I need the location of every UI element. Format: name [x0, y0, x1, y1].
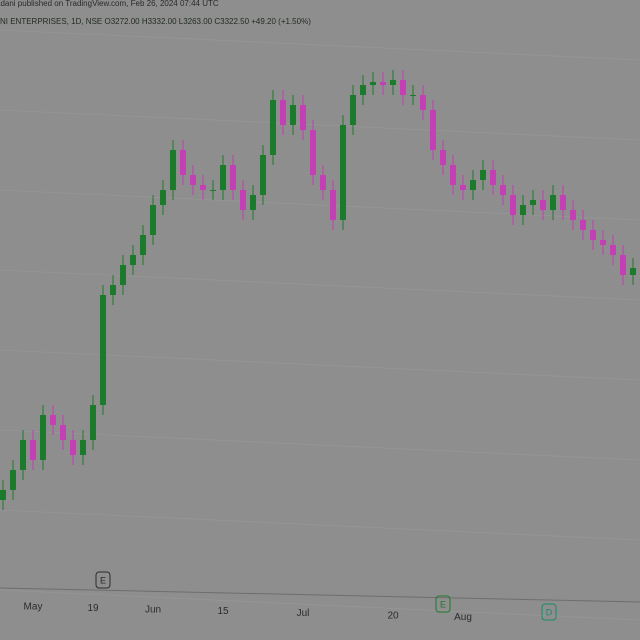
grid-line [0, 29, 640, 61]
chart-subtitle: NI ENTERPRISES, 1D, NSE O3272.00 H3332.0… [0, 17, 311, 26]
candle-body [330, 190, 336, 220]
candle-body [270, 100, 276, 155]
grid-line [0, 589, 640, 621]
candle-body [230, 165, 236, 190]
x-tick-label: Jun [145, 604, 161, 615]
grid-line [0, 509, 640, 541]
candle-body [630, 268, 636, 275]
x-tick-label: 15 [217, 606, 229, 617]
candle-body [250, 195, 256, 210]
candle-body [570, 210, 576, 220]
candle-body [160, 190, 166, 205]
candle-body [380, 82, 386, 85]
candle-body [520, 205, 526, 215]
candle-body [120, 265, 126, 285]
candle-body [350, 95, 356, 125]
candle-body [260, 155, 266, 195]
candle-body [110, 285, 116, 295]
grid-line [0, 429, 640, 461]
candle-body [150, 205, 156, 235]
event-label: D [546, 607, 553, 617]
candle-body [530, 200, 536, 205]
event-marker [435, 595, 451, 613]
candle-body [20, 440, 26, 470]
candle-body [170, 150, 176, 190]
candle-body [90, 405, 96, 440]
candle-body [290, 105, 296, 125]
candle-body [400, 80, 406, 95]
candle-body [360, 85, 366, 95]
candle-body [40, 415, 46, 460]
candle-body [0, 490, 6, 500]
candle-body [300, 105, 306, 130]
candle-body [200, 185, 206, 190]
x-tick-label: 20 [387, 610, 399, 621]
candle-body [620, 255, 626, 275]
candle-body [130, 255, 136, 265]
candle-body [410, 95, 416, 96]
candle-body [600, 240, 606, 245]
event-marker [541, 603, 557, 621]
candle-body [210, 190, 216, 191]
candles [0, 70, 636, 510]
candle-body [80, 440, 86, 455]
candle-body [10, 470, 16, 490]
candle-body [430, 110, 436, 150]
event-label: E [440, 599, 446, 609]
candle-body [240, 190, 246, 210]
candle-body [60, 425, 66, 440]
event-marker [95, 571, 111, 589]
x-tick-label: Aug [454, 612, 472, 623]
candle-body [190, 175, 196, 185]
grid-line [0, 349, 640, 381]
candle-body [590, 230, 596, 240]
candle-body [50, 415, 56, 425]
candle-body [440, 150, 446, 165]
candle-body [490, 170, 496, 185]
candle-body [370, 82, 376, 85]
candle-body [70, 440, 76, 455]
candle-body [560, 195, 566, 210]
candle-body [140, 235, 146, 255]
candle-body [420, 95, 426, 110]
candle-body [550, 195, 556, 210]
x-tick-label: May [24, 601, 43, 612]
candle-body [580, 220, 586, 230]
candle-body [390, 80, 396, 85]
candle-body [460, 185, 466, 190]
candle-body [100, 295, 106, 405]
candle-body [320, 175, 326, 190]
candle-body [180, 150, 186, 175]
candle-body [220, 165, 226, 190]
x-axis-line [0, 587, 640, 603]
candle-body [480, 170, 486, 180]
grid-line [0, 109, 640, 141]
candle-body [500, 185, 506, 195]
candle-body [470, 180, 476, 190]
chart-title: adani published on TradingView.com, Feb … [0, 0, 219, 8]
candle-body [450, 165, 456, 185]
candle-body [340, 125, 346, 220]
x-tick-label: Jul [297, 608, 310, 619]
grid [0, 29, 640, 621]
x-axis: May 19 Jun 15 Jul 20 Aug E E D [24, 571, 557, 623]
candle-body [310, 130, 316, 175]
candle-body [280, 100, 286, 125]
x-tick-label: 19 [87, 603, 99, 614]
candle-body [610, 245, 616, 255]
grid-line [0, 269, 640, 301]
candle-body [540, 200, 546, 210]
candle-body [510, 195, 516, 215]
event-label: E [100, 575, 106, 585]
candle-body [30, 440, 36, 460]
